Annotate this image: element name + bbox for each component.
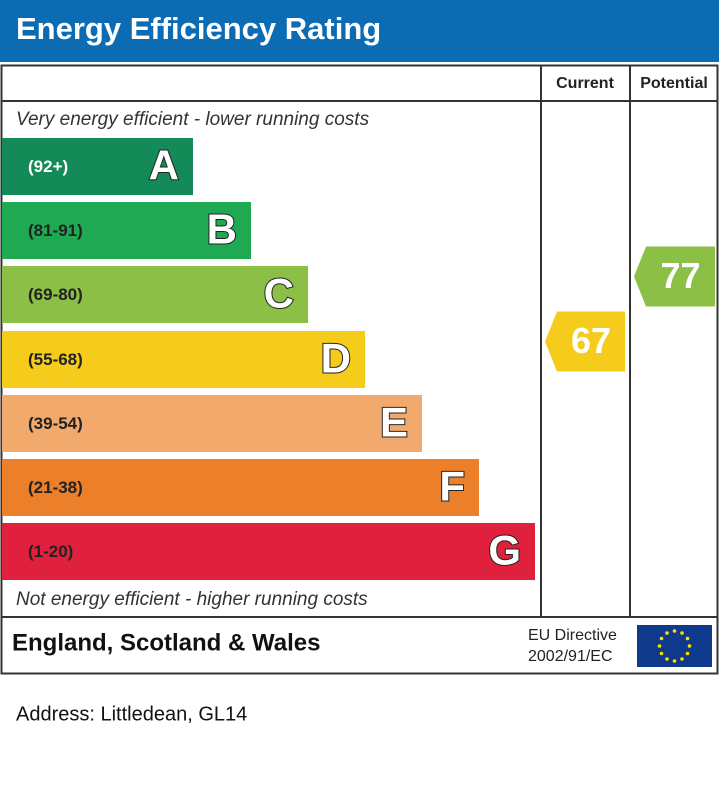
- band-bar: [2, 395, 422, 452]
- band-bar: [2, 266, 308, 323]
- star: [687, 644, 692, 648]
- star: [659, 651, 664, 656]
- band-bar: [2, 138, 193, 195]
- title: Energy Efficiency Rating: [16, 11, 381, 46]
- address: Address: Littledean, GL14: [16, 703, 247, 725]
- rating-value: 67: [571, 320, 611, 361]
- band-letter: F: [439, 463, 465, 510]
- directive: 2002/91/EC: [528, 648, 613, 665]
- band-range: (21-38): [28, 478, 83, 497]
- band-letter: A: [149, 142, 179, 189]
- band-letter: D: [321, 335, 351, 382]
- column-header: Current: [556, 75, 614, 92]
- star: [685, 651, 690, 656]
- rating-arrow: [634, 246, 715, 307]
- star: [665, 631, 669, 635]
- band-range: (55-68): [28, 350, 83, 369]
- band-letter: C: [264, 270, 294, 317]
- rating-arrow: [545, 311, 625, 372]
- note: Not energy efficient - higher running co…: [16, 589, 368, 610]
- band-range: (69-80): [28, 285, 83, 304]
- band-range: (92+): [28, 157, 68, 176]
- band-bar: [2, 523, 535, 580]
- star: [665, 657, 669, 661]
- star: [672, 659, 677, 663]
- band-bar: [2, 202, 251, 259]
- rating-value: 77: [660, 255, 700, 296]
- star: [659, 636, 664, 641]
- star: [680, 631, 684, 635]
- band-letter: E: [380, 399, 408, 446]
- star: [680, 657, 684, 661]
- region: England, Scotland & Wales: [12, 629, 320, 656]
- column-header: Potential: [640, 75, 708, 92]
- band-letter: B: [207, 206, 237, 253]
- note: Very energy efficient - lower running co…: [16, 109, 370, 130]
- star: [657, 644, 662, 648]
- band-range: (81-91): [28, 221, 83, 240]
- band-range: (1-20): [28, 542, 73, 561]
- band-letter: G: [488, 527, 521, 574]
- star: [672, 629, 677, 633]
- band-bar: [2, 331, 365, 388]
- band-bar: [2, 459, 479, 516]
- band-range: (39-54): [28, 414, 83, 433]
- header-bar: [0, 0, 719, 62]
- directive: EU Directive: [528, 627, 617, 644]
- eu-stars: [657, 629, 692, 663]
- star: [685, 636, 690, 641]
- frame: [0, 64, 719, 675]
